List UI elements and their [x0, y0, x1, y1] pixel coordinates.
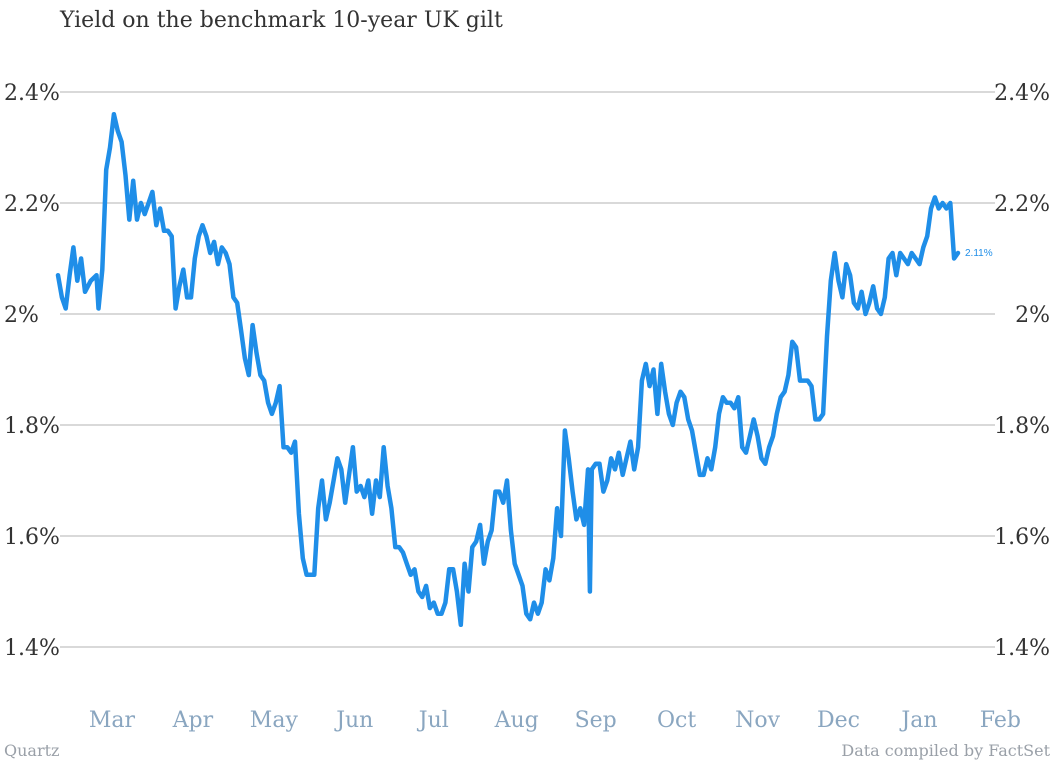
y-axis-left: 1.4% 1.6% 1.8% 2% 2.2% 2.4%	[4, 81, 60, 661]
x-tick-label: Dec	[817, 708, 860, 733]
y-tick-label-left: 2.4%	[4, 81, 60, 106]
grid-lines	[60, 91, 995, 648]
x-tick-label: Jun	[334, 708, 373, 733]
y-tick-label-right: 1.6%	[994, 525, 1050, 550]
y-tick-label-right: 2.4%	[994, 81, 1050, 106]
x-tick-label: Aug	[494, 708, 539, 733]
y-tick-label-left: 1.6%	[4, 525, 60, 550]
x-axis: Mar Apr May Jun Jul Aug Sep Oct Nov Dec Jan Feb	[89, 708, 1021, 733]
x-tick-label: Apr	[172, 708, 214, 733]
x-tick-label: Sep	[575, 708, 617, 733]
y-tick-label-right: 1.8%	[994, 414, 1050, 439]
y-tick-label-right: 2.2%	[994, 192, 1050, 217]
yield-line	[55, 111, 961, 628]
x-tick-label: Mar	[89, 708, 136, 733]
x-tick-label: Oct	[657, 708, 696, 733]
x-tick-label: Nov	[735, 708, 780, 733]
y-axis-right: 1.4% 1.6% 1.8% 2% 2.2% 2.4%	[994, 81, 1050, 661]
end-value-label: 2.11%	[965, 248, 993, 259]
y-tick-label-left: 1.4%	[4, 636, 60, 661]
y-tick-label-left: 2%	[4, 303, 39, 328]
x-tick-label: Feb	[980, 708, 1021, 733]
source-left: Quartz	[4, 741, 59, 760]
y-tick-label-right: 2%	[1015, 303, 1050, 328]
y-tick-label-right: 1.4%	[994, 636, 1050, 661]
y-tick-label-left: 1.8%	[4, 414, 60, 439]
chart-title: Yield on the benchmark 10-year UK gilt	[59, 8, 503, 33]
source-right: Data compiled by FactSet	[841, 741, 1050, 760]
x-tick-label: May	[250, 708, 299, 733]
x-tick-label: Jan	[899, 708, 937, 733]
x-tick-label: Jul	[417, 708, 449, 733]
y-tick-label-left: 2.2%	[4, 192, 60, 217]
